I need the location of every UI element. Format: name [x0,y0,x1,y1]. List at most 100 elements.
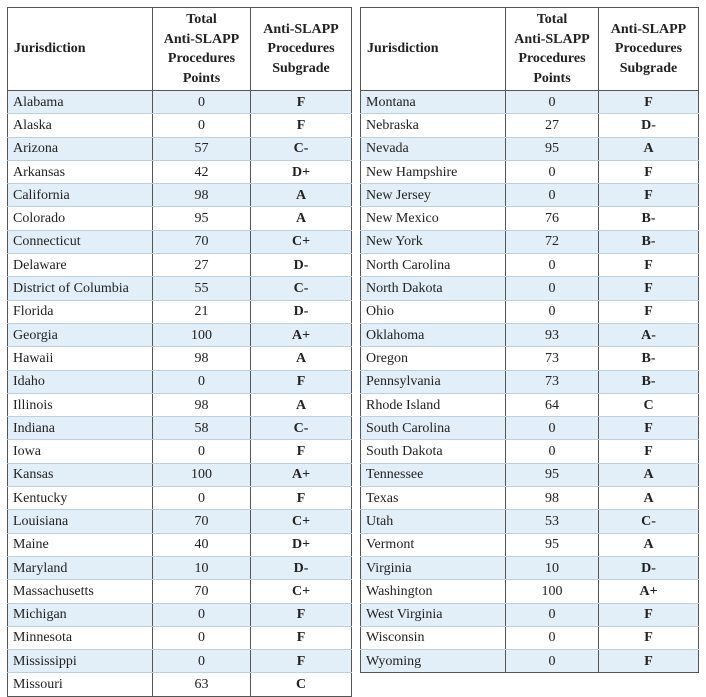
subgrade-cell: F [598,439,699,464]
subgrade-cell: F [250,113,352,138]
subgrade-cell: F [250,439,352,464]
points-cell: 63 [152,672,251,697]
subgrade-cell: C- [598,509,699,534]
table-row: Illinois 98 A [7,393,352,418]
jurisdiction-cell: Illinois [7,393,153,418]
jurisdiction-cell: California [7,183,153,208]
table-row: Michigan 0 F [7,603,352,627]
table-row: Vermont 95 A [360,533,699,557]
points-header: Total Anti-SLAPP Procedures Points [152,7,251,91]
table-row: New Hampshire 0 F [360,160,699,185]
points-cell: 98 [152,393,251,418]
jurisdiction-cell: Wyoming [360,649,506,673]
jurisdiction-cell: Florida [7,300,153,324]
points-cell: 0 [152,486,251,511]
jurisdiction-cell: New Hampshire [360,160,506,185]
points-cell: 0 [152,113,251,138]
jurisdiction-cell: Alaska [7,113,153,138]
table-row: North Dakota 0 F [360,276,699,301]
subgrade-cell: F [250,486,352,511]
table-row: District of Columbia 55 C- [7,276,352,301]
points-cell: 70 [152,230,251,255]
points-cell: 95 [152,206,251,231]
subgrade-header: Anti-SLAPP Procedures Subgrade [598,7,699,91]
subgrade-cell: A [250,183,352,208]
jurisdiction-header: Jurisdiction [7,7,153,91]
points-cell: 64 [505,393,599,418]
table-row: Wyoming 0 F [360,649,699,673]
jurisdiction-cell: Alabama [7,90,153,115]
jurisdiction-cell: District of Columbia [7,276,153,301]
table-row: Hawaii 98 A [7,346,352,371]
table-row: Wisconsin 0 F [360,626,699,651]
jurisdiction-cell: New Mexico [360,206,506,231]
jurisdiction-cell: Montana [360,90,506,115]
jurisdiction-cell: Oregon [360,346,506,371]
points-cell: 98 [152,346,251,371]
points-cell: 93 [505,323,599,348]
points-cell: 0 [505,160,599,185]
table-row: California 98 A [7,183,352,208]
table-row: South Carolina 0 F [360,416,699,441]
jurisdiction-cell: North Dakota [360,276,506,301]
subgrade-cell: C+ [250,509,352,534]
table-row: New Mexico 76 B- [360,206,699,231]
table-row: Missouri 63 C [7,672,352,697]
jurisdiction-cell: Arizona [7,137,153,161]
subgrade-cell: D- [250,253,352,278]
points-cell: 0 [152,439,251,464]
subgrade-cell: A [598,463,699,488]
jurisdiction-cell: Tennessee [360,463,506,488]
table-row: Delaware 27 D- [7,253,352,278]
jurisdiction-cell: Maine [7,533,153,557]
jurisdiction-cell: Maryland [7,556,153,581]
jurisdiction-cell: Hawaii [7,346,153,371]
table-row: North Carolina 0 F [360,253,699,278]
points-cell: 100 [505,579,599,604]
jurisdiction-cell: Arkansas [7,160,153,185]
points-cell: 0 [505,439,599,464]
jurisdiction-cell: Nevada [360,137,506,161]
points-cell: 27 [152,253,251,278]
table-row: Arizona 57 C- [7,137,352,161]
table-row: Indiana 58 C- [7,416,352,441]
jurisdiction-cell: Kentucky [7,486,153,511]
points-cell: 95 [505,533,599,557]
jurisdiction-cell: Iowa [7,439,153,464]
jurisdiction-cell: South Dakota [360,439,506,464]
jurisdiction-cell: Idaho [7,370,153,394]
subgrade-cell: A [250,393,352,418]
table-row: New York 72 B- [360,230,699,255]
table-row: Tennessee 95 A [360,463,699,488]
points-cell: 27 [505,113,599,138]
jurisdiction-cell: New York [360,230,506,255]
subgrade-cell: A- [598,323,699,348]
table-row: Maine 40 D+ [7,533,352,557]
points-cell: 10 [152,556,251,581]
subgrade-cell: F [598,276,699,301]
jurisdiction-cell: Utah [360,509,506,534]
points-cell: 0 [505,626,599,651]
jurisdiction-cell: Minnesota [7,626,153,651]
points-cell: 98 [152,183,251,208]
jurisdiction-header: Jurisdiction [360,7,506,91]
jurisdiction-cell: West Virginia [360,603,506,627]
points-cell: 55 [152,276,251,301]
subgrade-cell: F [598,253,699,278]
subgrade-cell: F [250,649,352,674]
subgrade-cell: B- [598,230,699,255]
points-cell: 100 [152,323,251,348]
table-body-left: Alabama 0 F Alaska 0 F Arizona 57 C- Arkansas 42 D+… [7,90,352,697]
points-cell: 73 [505,346,599,371]
subgrade-cell: A [250,346,352,371]
subgrade-cell: A+ [250,463,352,488]
table-row: Florida 21 D- [7,300,352,324]
points-cell: 70 [152,509,251,534]
table-row: Iowa 0 F [7,439,352,464]
subgrade-cell: B- [598,370,699,394]
points-cell: 95 [505,463,599,488]
points-cell: 0 [505,603,599,627]
table-row: Pennsylvania 73 B- [360,370,699,394]
points-cell: 76 [505,206,599,231]
subgrade-cell: C- [250,416,352,441]
